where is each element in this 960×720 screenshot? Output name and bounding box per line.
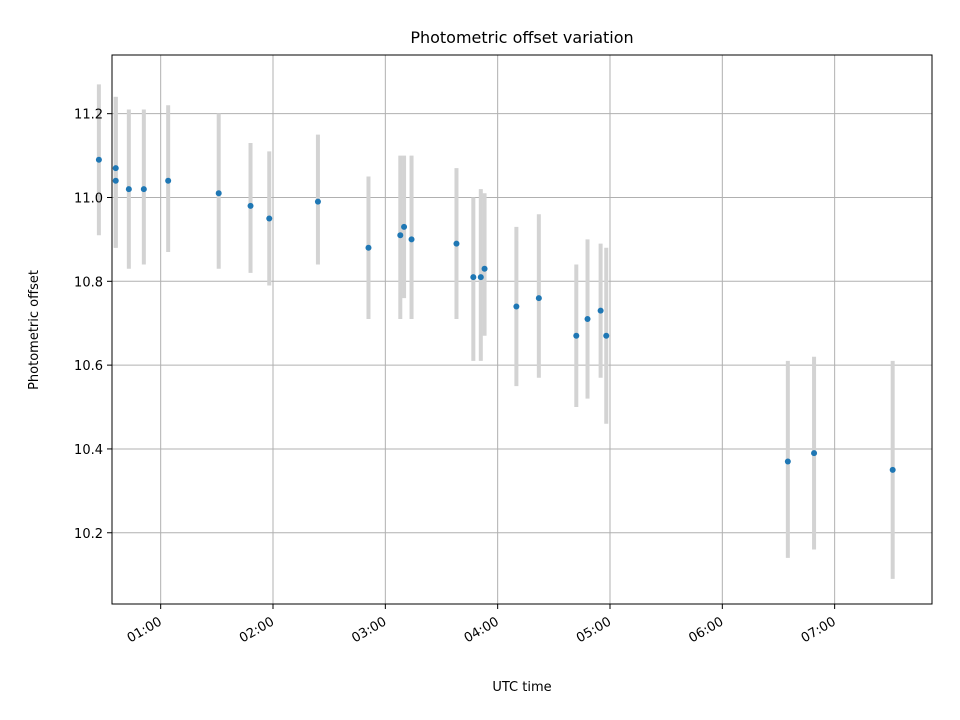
chart-title: Photometric offset variation: [410, 28, 633, 47]
data-point: [314, 198, 321, 205]
y-tick-label: 10.2: [74, 527, 103, 542]
error-bars: [96, 84, 895, 579]
data-point: [215, 190, 222, 197]
data-point: [470, 274, 477, 281]
data-point: [573, 332, 580, 339]
data-point: [125, 186, 132, 193]
y-tick-label: 10.6: [74, 359, 103, 374]
data-point: [247, 202, 254, 209]
data-point: [597, 307, 604, 314]
y-tick-label: 10.8: [74, 275, 103, 290]
y-tick-label: 11.2: [74, 108, 103, 123]
data-point: [140, 186, 147, 193]
data-point: [603, 332, 610, 339]
y-tick-label: 10.4: [74, 443, 103, 458]
x-axis-label: UTC time: [492, 680, 551, 695]
data-point: [401, 223, 408, 230]
data-point: [112, 177, 119, 184]
x-tick-label: 03:00: [349, 614, 389, 646]
data-point: [481, 265, 488, 272]
data-point: [453, 240, 460, 247]
data-point: [266, 215, 273, 222]
data-point: [165, 177, 172, 184]
data-point: [477, 274, 484, 281]
data-point: [408, 236, 415, 243]
data-point: [584, 316, 591, 323]
x-tick-label: 04:00: [462, 614, 502, 646]
plot-frame: [111, 54, 933, 605]
grid: [112, 55, 932, 604]
x-tick-label: 02:00: [237, 614, 277, 646]
x-tick-label: 07:00: [799, 614, 839, 646]
data-point: [811, 450, 818, 457]
x-tick-label: 05:00: [574, 614, 614, 646]
data-point: [112, 165, 119, 172]
x-tick-label: 01:00: [125, 614, 165, 646]
x-tick-label: 06:00: [686, 614, 726, 646]
data-point: [535, 295, 542, 302]
data-points: [95, 156, 896, 473]
y-tick-label: 11.0: [74, 191, 103, 206]
data-point: [95, 156, 102, 163]
data-point: [365, 244, 372, 251]
data-point: [784, 458, 791, 465]
y-axis-label: Photometric offset: [27, 270, 42, 390]
data-point: [889, 466, 896, 473]
data-point: [397, 232, 404, 239]
data-point: [513, 303, 520, 310]
